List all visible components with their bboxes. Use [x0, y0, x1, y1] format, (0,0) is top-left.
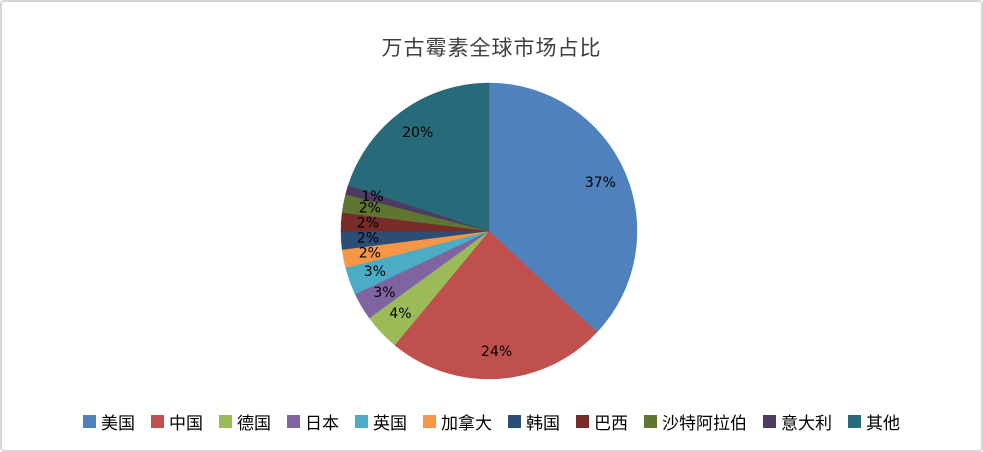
- pie-label-8: 2%: [359, 200, 381, 216]
- legend-label: 日本: [305, 414, 339, 434]
- legend-swatch-icon: [355, 415, 368, 428]
- pie-label-0: 37%: [585, 175, 616, 191]
- legend-label: 其他: [866, 414, 900, 434]
- legend-item-0: 美国: [83, 409, 135, 434]
- legend-item-9: 意大利: [763, 409, 832, 434]
- legend-item-3: 日本: [287, 409, 339, 434]
- pie-label-1: 24%: [481, 344, 512, 360]
- pie-label-9: 1%: [361, 189, 383, 205]
- pie-slice-0: [488, 82, 638, 333]
- legend-swatch-icon: [83, 415, 96, 428]
- legend-swatch-icon: [508, 415, 521, 428]
- legend-swatch-icon: [423, 415, 436, 428]
- legend-item-5: 加拿大: [423, 409, 492, 434]
- pie-slice-1: [394, 230, 598, 380]
- legend-swatch-icon: [576, 415, 589, 428]
- legend-item-8: 沙特阿拉伯: [644, 409, 747, 434]
- legend-label: 英国: [373, 414, 407, 434]
- pie-label-7: 2%: [357, 215, 379, 231]
- legend-label: 中国: [169, 414, 203, 434]
- chart-legend: 美国 中国 德国 日本 英国 加拿大 韩国 巴西 沙特阿拉伯 意大利 其他: [2, 409, 981, 434]
- pie-label-4: 3%: [364, 264, 386, 280]
- legend-item-4: 英国: [355, 409, 407, 434]
- legend-item-6: 韩国: [508, 409, 560, 434]
- legend-label: 韩国: [526, 414, 560, 434]
- legend-item-7: 巴西: [576, 409, 628, 434]
- legend-swatch-icon: [848, 415, 861, 428]
- legend-label: 德国: [237, 414, 271, 434]
- legend-swatch-icon: [763, 415, 776, 428]
- pie-label-3: 3%: [373, 285, 395, 301]
- legend-swatch-icon: [287, 415, 300, 428]
- legend-item-1: 中国: [151, 409, 203, 434]
- legend-label: 沙特阿拉伯: [662, 414, 747, 434]
- legend-item-10: 其他: [848, 409, 900, 434]
- legend-swatch-icon: [219, 415, 232, 428]
- legend-swatch-icon: [644, 415, 657, 428]
- pie-slice-10: [347, 82, 490, 232]
- chart-title: 万古霉素全球市场占比: [381, 36, 602, 60]
- pie-label-10: 20%: [402, 125, 433, 141]
- legend-swatch-icon: [151, 415, 164, 428]
- pie-label-2: 4%: [389, 306, 411, 322]
- legend-label: 意大利: [781, 414, 832, 434]
- legend-label: 加拿大: [441, 414, 492, 434]
- pie-label-5: 2%: [359, 246, 381, 262]
- legend-label: 美国: [101, 414, 135, 434]
- legend-label: 巴西: [594, 414, 628, 434]
- pie-label-6: 2%: [357, 231, 379, 247]
- legend-item-2: 德国: [219, 409, 271, 434]
